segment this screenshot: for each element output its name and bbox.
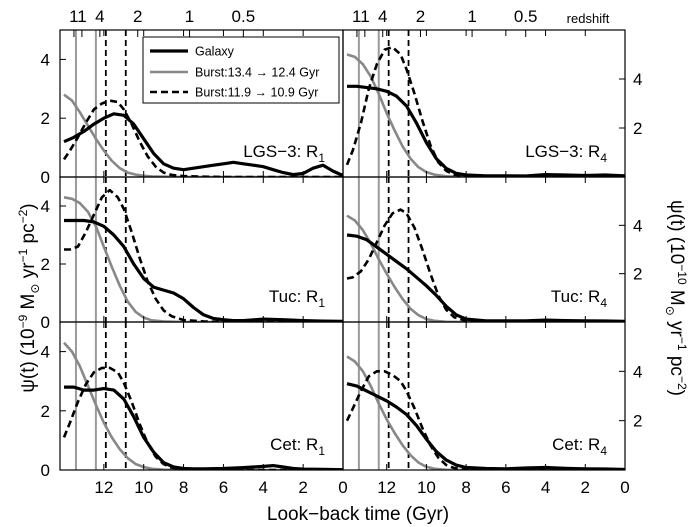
left-y-axis: 0 2 4 0 2 4 0 2 4	[41, 50, 50, 480]
series-galaxy	[63, 112, 343, 177]
right-y-axis-title: ψ(t) (10−10 M⊙ yr−1 pc−2)	[663, 200, 689, 396]
panel-label-subscript: 1	[318, 296, 325, 310]
y-tick-label-right: 2	[633, 412, 642, 431]
series-burst2	[345, 370, 625, 470]
series-burst1	[346, 53, 625, 177]
x-tick-label: 2	[298, 478, 307, 497]
series-galaxy	[347, 84, 625, 177]
right-y-axis: 2 4 2 4 2 4	[633, 70, 642, 431]
x-tick-label: 0	[338, 478, 347, 497]
legend-galaxy-label: Galaxy	[195, 45, 235, 59]
panel-6: Cet: R4	[342, 321, 626, 471]
series-burst1	[346, 355, 625, 470]
x-tick-label: 2	[581, 478, 590, 497]
series-burst2	[62, 366, 343, 470]
panel-label: LGS−3: R1	[243, 142, 325, 165]
series-galaxy	[346, 382, 625, 470]
panel-frame	[342, 321, 626, 471]
panel-curves	[346, 208, 625, 322]
y-tick-label-right: 2	[633, 265, 642, 284]
panel-2: LGS−3: R4	[342, 29, 626, 178]
left-y-axis-title: ψ(t) (10−9 M⊙ yr−1 pc−2)	[16, 203, 42, 392]
y-tick-label-right: 4	[633, 216, 642, 235]
y-tick-label-right: 2	[633, 119, 642, 138]
panel-label: Cet: R1	[270, 435, 325, 458]
panel-label-subscript: 4	[600, 444, 607, 458]
x-tick-label: 6	[219, 478, 228, 497]
y-tick-label-left: 4	[41, 50, 50, 69]
x-tick-label: 12	[377, 478, 396, 497]
x-tick-label: 12	[94, 478, 113, 497]
x-tick-label: 8	[179, 478, 188, 497]
y-tick-label-left: 2	[41, 255, 50, 274]
panel-label: Tuc: R4	[551, 287, 607, 310]
redshift-tick-label: 0.5	[514, 7, 538, 26]
panel-label: Tuc: R1	[269, 287, 325, 310]
series-burst1	[63, 93, 343, 177]
redshift-top-axis: 11 4 2 1 0.5 11 4 2 1 0.5 redshift	[69, 7, 610, 37]
redshift-tick-label: 2	[133, 7, 142, 26]
y-tick-label-left: 0	[41, 461, 50, 480]
legend: Galaxy Burst:13.4 → 12.4 Gyr Burst:11.9 …	[142, 36, 340, 104]
lookback-bottom-axis: 12 10 8 6 4 2 0 12 10 8 6 4 2 0	[94, 478, 629, 497]
redshift-tick-label: 4	[95, 7, 104, 26]
x-tick-label: 8	[461, 478, 470, 497]
series-galaxy	[64, 385, 343, 470]
series-galaxy	[346, 233, 625, 322]
y-tick-label-left: 4	[41, 343, 50, 362]
x-tick-label: 4	[541, 478, 550, 497]
panel-label-text: LGS−3: R	[243, 142, 318, 161]
panel-label-subscript: 1	[318, 151, 325, 165]
x-axis-title: Look−back time (Gyr)	[267, 504, 449, 525]
panel-label-subscript: 4	[600, 151, 607, 165]
y-tick-label-left: 2	[41, 402, 50, 421]
redshift-tick-label: 4	[378, 7, 387, 26]
panel-label-text: LGS−3: R	[525, 142, 600, 161]
panel-label-text: Tuc: R	[551, 287, 600, 306]
legend-burst2-label: Burst:11.9 → 10.9 Gyr	[195, 86, 318, 100]
series-galaxy	[64, 218, 343, 322]
panel-curves	[345, 45, 625, 177]
panel-label-text: Tuc: R	[269, 287, 318, 306]
legend-burst1-label: Burst:13.4 → 12.4 Gyr	[195, 66, 319, 80]
y-tick-label-left: 0	[41, 168, 50, 187]
panel-5: Cet: R1	[59, 321, 344, 471]
x-tick-label: 0	[620, 478, 629, 497]
panel-label-text: Cet: R	[552, 435, 600, 454]
y-tick-label-left: 0	[41, 313, 50, 332]
panel-3: Tuc: R1	[59, 176, 344, 323]
series-burst2	[345, 45, 625, 177]
redshift-tick-label: 11	[352, 7, 370, 26]
panel-label: Cet: R4	[552, 435, 607, 458]
y-tick-label-right: 4	[633, 70, 642, 89]
panel-curves	[62, 341, 343, 470]
y-tick-label-right: 4	[633, 362, 642, 381]
series-burst1	[63, 196, 343, 322]
panel-label-subscript: 1	[318, 444, 325, 458]
panel-label-subscript: 4	[600, 296, 607, 310]
redshift-axis-word: redshift	[567, 11, 610, 26]
redshift-tick-label: 0.5	[232, 7, 256, 26]
redshift-tick-label: 11	[69, 7, 87, 26]
redshift-tick-label: 1	[185, 7, 194, 26]
panel-curves	[345, 355, 625, 470]
x-tick-label: 4	[259, 478, 268, 497]
x-tick-label: 10	[417, 478, 436, 497]
redshift-tick-label: 2	[416, 7, 425, 26]
x-tick-label: 10	[134, 478, 153, 497]
y-tick-label-left: 2	[41, 109, 50, 128]
panel-label: LGS−3: R4	[525, 142, 607, 165]
panel-label-text: Cet: R	[270, 435, 318, 454]
series-burst2	[346, 208, 625, 322]
y-tick-label-left: 4	[41, 197, 50, 216]
panel-4: Tuc: R4	[342, 176, 626, 323]
redshift-tick-label: 1	[467, 7, 476, 26]
x-tick-label: 6	[501, 478, 510, 497]
